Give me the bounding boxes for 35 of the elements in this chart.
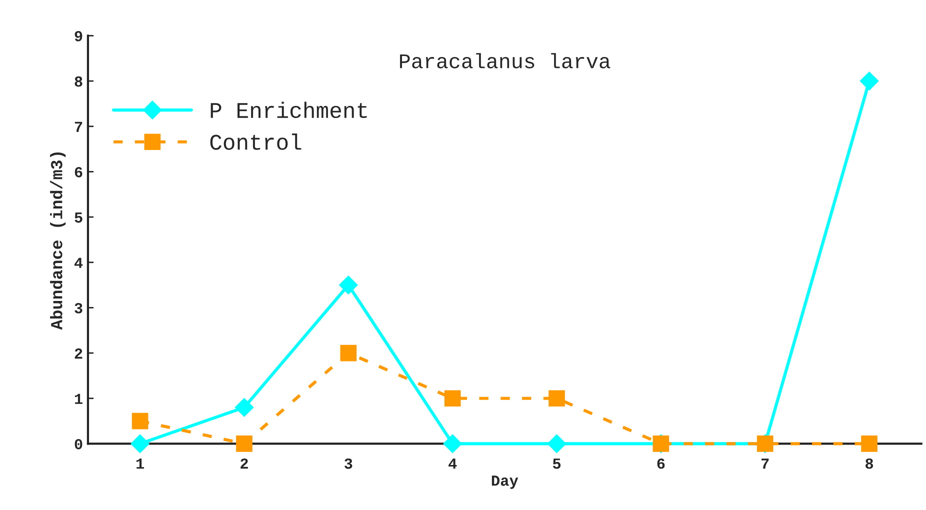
x-tick-label: 2 [240, 458, 248, 469]
x-tick-label: 4 [448, 458, 457, 469]
point [548, 390, 565, 407]
point [340, 344, 357, 362]
x-tick-label: 7 [762, 458, 769, 469]
point [547, 434, 566, 454]
point [339, 276, 358, 294]
y-tick-label: 9 [74, 31, 82, 42]
point [132, 412, 148, 430]
y-axis-title: Abundance (ind/m3) [50, 152, 66, 330]
point [443, 434, 462, 454]
y-tick-label: 1 [74, 394, 82, 404]
x-tick-label: 3 [344, 458, 352, 469]
x-tick-label: 6 [657, 458, 665, 469]
legend-label: P Enrichment [210, 102, 367, 118]
point [236, 436, 252, 452]
y-tick-label: 7 [74, 122, 82, 132]
point [130, 434, 150, 454]
point [861, 436, 878, 452]
x-tick-label: 8 [866, 458, 874, 469]
y-tick-label: 3 [74, 303, 82, 314]
text: Paracalanus larva [400, 53, 610, 68]
x-axis-title: Day [492, 476, 518, 489]
point [234, 398, 254, 417]
y-tick-label: 5 [74, 212, 82, 223]
y-tick-label: 2 [74, 348, 82, 359]
y-tick-label: 4 [74, 258, 83, 268]
point [860, 72, 879, 90]
x-tick-label: 1 [136, 458, 144, 469]
legend-label: Control [210, 134, 302, 150]
y-tick-label: 0 [74, 439, 82, 450]
point [444, 390, 461, 407]
y-tick-label: 6 [74, 167, 82, 178]
x-tick-label: 5 [552, 458, 561, 469]
y-tick-label: 8 [74, 76, 82, 87]
